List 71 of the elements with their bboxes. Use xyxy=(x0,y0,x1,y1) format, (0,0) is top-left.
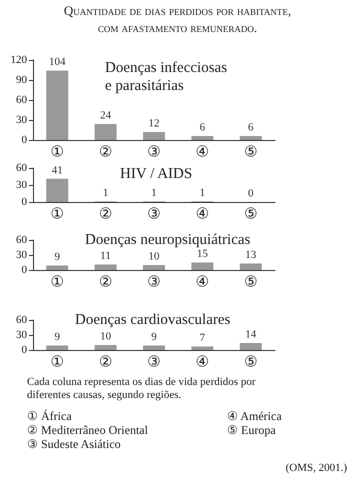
data-label: 6 xyxy=(200,122,206,134)
y-tick-label: 0 xyxy=(22,196,28,208)
x-tick-label: ③ xyxy=(147,272,161,290)
y-tick-label: 60 xyxy=(16,314,28,326)
data-label: 9 xyxy=(54,251,60,263)
y-tick-label: 60 xyxy=(16,234,28,246)
x-tick-label: ② xyxy=(98,142,112,160)
x-tick-label: ③ xyxy=(147,204,161,222)
bar xyxy=(46,70,68,140)
y-tick-label: 60 xyxy=(16,162,28,174)
data-label: 24 xyxy=(100,110,112,122)
y-tick-label: 30 xyxy=(16,179,28,191)
data-label: 12 xyxy=(148,118,160,130)
y-tick-label: 60 xyxy=(16,94,28,106)
x-tick-label: ① xyxy=(50,204,64,222)
text: ④ América xyxy=(227,409,282,423)
x-tick-label: ③ xyxy=(147,352,161,370)
x-tick-label: ⑤ xyxy=(244,204,258,222)
y-tick-label: 30 xyxy=(16,114,28,126)
data-label: 10 xyxy=(100,330,112,342)
x-tick-label: ③ xyxy=(147,142,161,160)
x-tick-label: ⑤ xyxy=(244,352,258,370)
x-tick-label: ④ xyxy=(196,272,210,290)
x-tick-label: ② xyxy=(98,204,112,222)
text: ① África xyxy=(27,409,72,423)
text: ② Mediterrâneo Oriental xyxy=(27,423,148,437)
data-label: 104 xyxy=(48,56,66,68)
y-tick-label: 30 xyxy=(16,249,28,261)
y-tick-label: 90 xyxy=(16,74,28,86)
text: ③ Sudeste Asiático xyxy=(27,437,121,451)
x-tick-label: ④ xyxy=(196,142,210,160)
data-label: 10 xyxy=(148,250,160,262)
bar xyxy=(240,136,262,140)
data-label: 9 xyxy=(54,331,60,343)
chart-subtitle: Quantidade de dias perdidos por habitante, com afastamento remunerado. xyxy=(62,2,292,36)
data-label: 6 xyxy=(248,122,254,134)
text: (OMS, 2001.) xyxy=(286,462,347,475)
data-label: 1 xyxy=(102,186,108,199)
chart-title: HIV / AIDS xyxy=(120,166,192,182)
x-tick-label: ② xyxy=(98,272,112,290)
data-label: 9 xyxy=(151,331,158,343)
data-label: 13 xyxy=(245,249,257,261)
x-tick-label: ② xyxy=(98,352,112,370)
x-tick-label: ① xyxy=(50,272,64,290)
bar xyxy=(143,132,165,140)
y-tick-label: 0 xyxy=(22,134,28,146)
text: Cada coluna representa os dias de vida perdidos por diferentes causas, segundo regiões. xyxy=(27,376,256,402)
bar xyxy=(94,124,117,140)
data-label: 14 xyxy=(245,328,257,340)
x-tick-label: ⑤ xyxy=(244,142,258,160)
data-label: 41 xyxy=(52,164,63,176)
chart-title: Doenças cardiovasculares xyxy=(75,312,230,328)
chart-title: Doenças neuropsiquiátricas xyxy=(85,232,251,248)
text: Doenças infecciosas e parasitárias xyxy=(105,60,231,94)
bar xyxy=(191,136,214,140)
y-tick-label: 0 xyxy=(22,344,28,356)
text: ⑤ Europa xyxy=(227,423,276,437)
y-tick-label: 120 xyxy=(10,54,28,66)
data-label: 15 xyxy=(196,248,208,260)
x-tick-label: ④ xyxy=(196,352,210,370)
x-tick-label: ⑤ xyxy=(244,272,258,290)
x-tick-label: ① xyxy=(50,142,64,160)
data-label: 1 xyxy=(200,186,206,199)
y-tick-label: 30 xyxy=(16,329,28,341)
data-label: 7 xyxy=(200,332,206,344)
data-label: 11 xyxy=(100,250,111,262)
x-tick-label: ④ xyxy=(196,204,210,222)
x-tick-label: ① xyxy=(50,352,64,370)
data-label: 0 xyxy=(248,188,254,200)
y-tick-label: 0 xyxy=(22,264,28,276)
data-label: 1 xyxy=(151,186,157,199)
